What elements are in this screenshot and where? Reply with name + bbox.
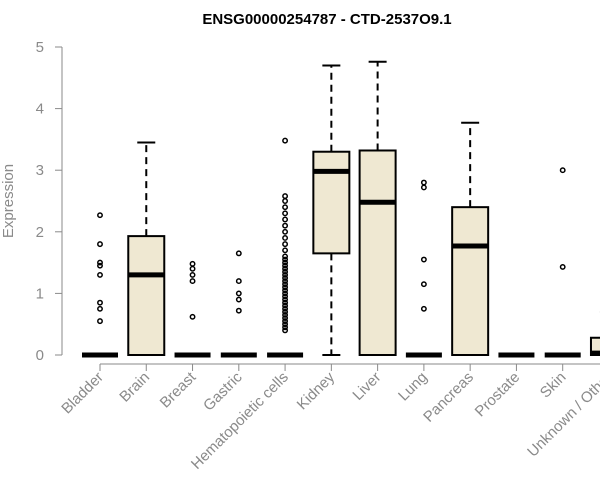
outlier-point — [97, 299, 103, 306]
x-tick-label: Lung — [395, 369, 431, 405]
outlier-point — [282, 271, 289, 278]
outlier-point — [282, 308, 289, 315]
outlier-point — [282, 281, 289, 288]
box — [127, 235, 166, 356]
outlier-point — [282, 305, 289, 312]
outlier-point — [282, 193, 289, 200]
x-tick-label: Liver — [349, 369, 384, 404]
outlier-point — [282, 287, 289, 294]
outlier-point — [282, 327, 289, 334]
outlier-point — [189, 278, 196, 285]
x-tick-label: Breast — [157, 368, 200, 411]
box-gastric — [220, 250, 257, 358]
outlier-point — [97, 241, 103, 248]
y-tick-label: 4 — [36, 101, 44, 118]
x-tick-label: Kidney — [294, 368, 339, 413]
outlier-point — [235, 307, 242, 314]
box-lung — [405, 179, 442, 358]
y-axis-label: Expression — [0, 164, 17, 238]
outlier-point — [235, 250, 242, 257]
outlier-point — [235, 296, 242, 303]
box — [589, 336, 600, 357]
outlier-point — [282, 268, 289, 275]
outlier-point — [282, 259, 289, 266]
outlier-point — [282, 278, 289, 285]
outlier-point — [282, 241, 289, 248]
box-series — [82, 60, 600, 358]
outlier-point — [282, 137, 289, 144]
box-breast — [174, 260, 211, 358]
x-tick-label: Gastric — [200, 368, 246, 414]
y-tick-label: 2 — [36, 224, 44, 241]
x-tick-label: Prostate — [472, 369, 524, 421]
outlier-point — [420, 179, 427, 186]
box-kidney — [312, 64, 351, 356]
outlier-point — [282, 299, 289, 306]
y-axis: 0 1 2 3 4 5 — [36, 39, 63, 364]
outlier-point — [282, 324, 289, 331]
box — [358, 149, 397, 356]
box — [312, 150, 351, 255]
box-bladder — [82, 212, 118, 358]
outlier-point — [189, 271, 196, 278]
y-tick-label: 3 — [36, 162, 44, 179]
outlier-point — [189, 260, 196, 267]
outlier-point — [282, 318, 289, 325]
x-tick-label: Skin — [537, 369, 570, 402]
outlier-point — [97, 271, 103, 278]
outlier-point — [282, 204, 289, 211]
outlier-point — [282, 302, 289, 309]
box-brain — [127, 141, 166, 356]
outlier-point — [189, 313, 196, 320]
outlier-point — [97, 259, 103, 266]
outlier-point — [282, 275, 289, 281]
outlier-point — [282, 235, 289, 241]
outlier-point — [420, 281, 427, 288]
box — [451, 206, 490, 356]
outlier-point — [282, 228, 289, 235]
y-tick-label: 0 — [36, 347, 44, 364]
x-tick-label: Brain — [116, 369, 153, 406]
outlier-point — [282, 222, 289, 229]
outlier-point — [97, 212, 103, 219]
y-tick-label: 5 — [36, 39, 44, 56]
outlier-point — [282, 256, 289, 263]
outlier-point — [282, 290, 289, 297]
outlier-point — [282, 296, 289, 303]
outlier-point — [282, 293, 289, 300]
y-tick-label: 1 — [36, 285, 44, 302]
outlier-point — [420, 256, 427, 263]
chart-title: ENSG00000254787 - CTD-2537O9.1 — [202, 11, 451, 28]
outlier-point — [189, 265, 196, 272]
outlier-point — [282, 216, 289, 223]
outlier-point — [282, 265, 289, 272]
box-pancreas — [451, 121, 490, 356]
outlier-point — [420, 305, 427, 312]
outlier-point — [282, 253, 289, 260]
x-tick-label: Pancreas — [420, 369, 477, 426]
outlier-point — [420, 184, 427, 191]
outlier-point — [559, 263, 566, 270]
box-skin — [544, 167, 581, 358]
outlier-point — [282, 210, 289, 217]
box-liver — [358, 60, 397, 356]
outlier-point — [97, 318, 103, 325]
outlier-point — [235, 278, 242, 285]
outlier-point — [559, 167, 566, 174]
outlier-point — [97, 262, 103, 269]
outlier-point — [282, 312, 289, 318]
outlier-point — [282, 284, 289, 291]
outlier-point — [235, 290, 242, 297]
outlier-point — [282, 247, 289, 254]
box-hematopoietic-cells — [267, 137, 304, 358]
box-unknown-other — [589, 310, 600, 357]
outlier-point — [282, 315, 289, 321]
outlier-point — [282, 262, 289, 269]
outlier-point — [282, 321, 289, 328]
x-tick-label: Bladder — [58, 369, 107, 418]
outlier-point — [282, 198, 289, 204]
outlier-point — [97, 305, 103, 312]
